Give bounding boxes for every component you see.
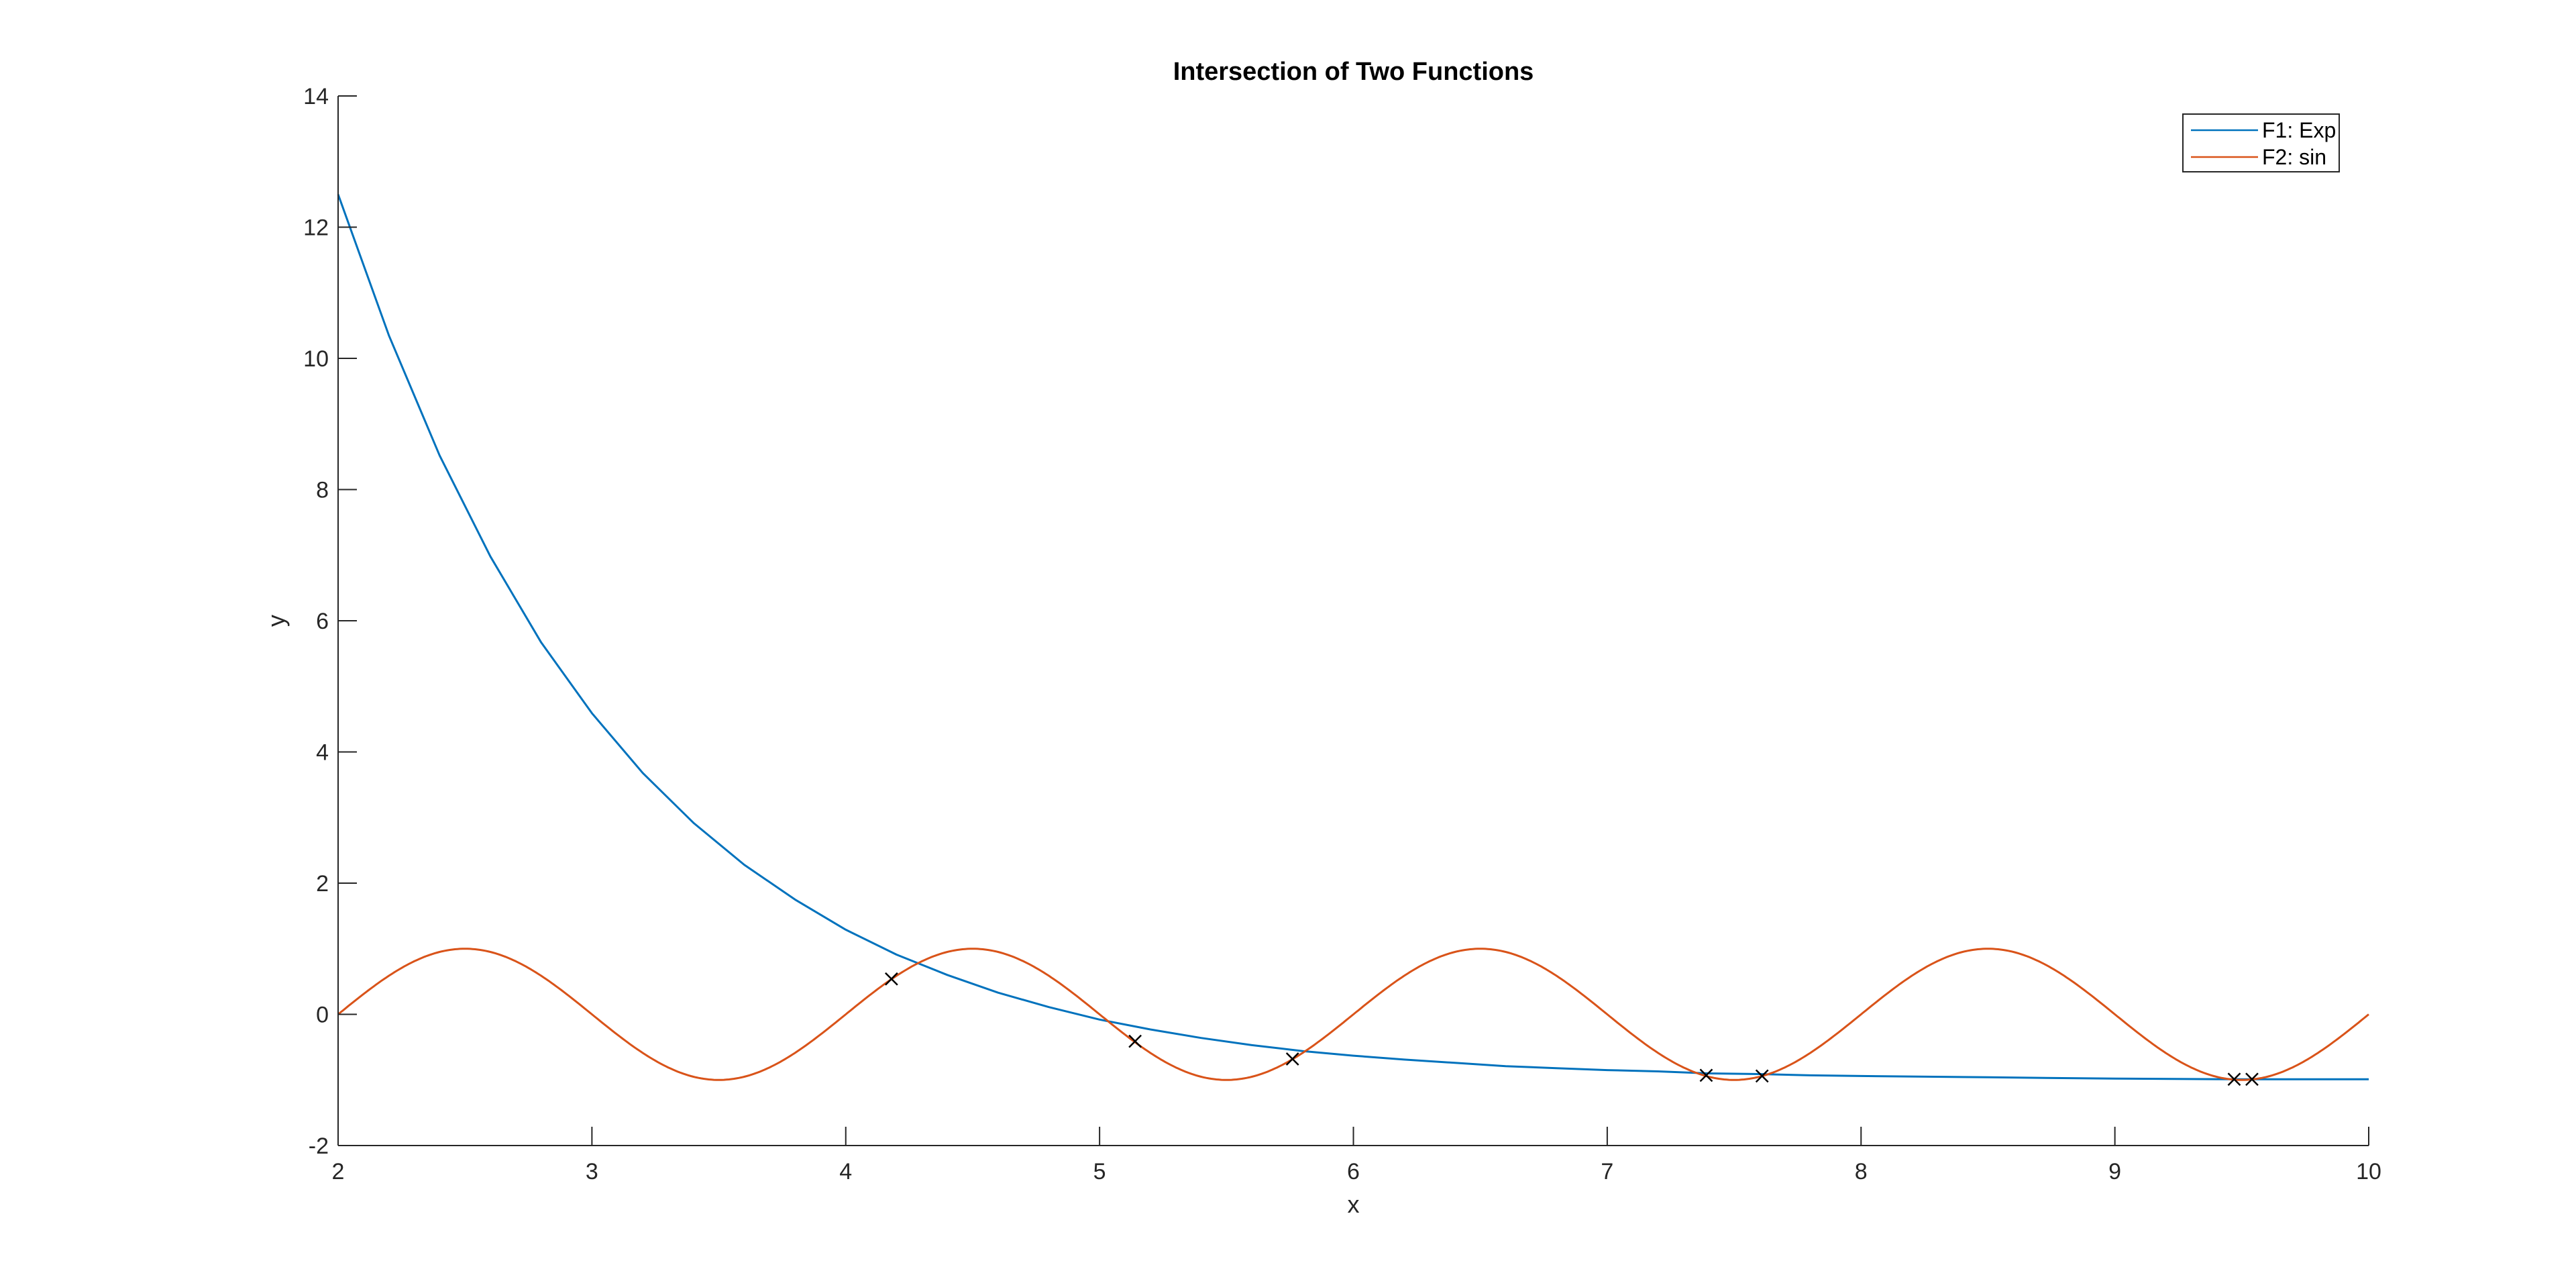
intersection-marker [1755, 1069, 1769, 1083]
series-layer [337, 194, 2369, 1081]
x-tick-label: 8 [1855, 1159, 1868, 1184]
legend: F1: Exp F2: sin [2182, 113, 2340, 172]
x-tick-label: 4 [839, 1159, 852, 1184]
plot-area [337, 194, 2369, 1086]
series-line-sin [337, 948, 2369, 1081]
y-tick-label: -2 [309, 1133, 329, 1159]
axes: 2 3 4 5 6 7 8 9 10 -2 0 2 4 6 8 10 12 14 [303, 84, 2381, 1184]
x-tick-label: 3 [586, 1159, 598, 1184]
x-tick-label: 9 [2108, 1159, 2121, 1184]
chart-title: Intersection of Two Functions [1173, 58, 1534, 86]
x-axis-ticks: 2 3 4 5 6 7 8 9 10 [332, 1127, 2381, 1184]
y-axis-ticks: -2 0 2 4 6 8 10 12 14 [303, 84, 357, 1159]
y-tick-label: 10 [303, 346, 329, 372]
x-tick-label: 6 [1347, 1159, 1360, 1184]
intersection-marker [1699, 1068, 1713, 1082]
legend-label-exp: F1: Exp [2262, 118, 2336, 142]
intersection-marker [1285, 1052, 1299, 1066]
intersection-marker [1128, 1034, 1142, 1048]
y-tick-label: 4 [316, 740, 329, 766]
x-tick-label: 10 [2356, 1159, 2381, 1184]
legend-box [2182, 113, 2340, 172]
intersection-marker [2245, 1072, 2259, 1086]
intersection-marker [2227, 1072, 2241, 1086]
intersection-marker [884, 972, 898, 986]
y-tick-label: 14 [303, 84, 329, 109]
y-tick-label: 12 [303, 215, 329, 241]
series-line-exp [337, 194, 2369, 1080]
x-tick-label: 7 [1601, 1159, 1613, 1184]
x-tick-label: 2 [332, 1159, 345, 1184]
y-tick-label: 0 [316, 1003, 329, 1028]
x-axis-label: x [1348, 1190, 1360, 1218]
y-tick-label: 8 [316, 478, 329, 503]
legend-label-sin: F2: sin [2262, 145, 2326, 169]
x-tick-label: 5 [1093, 1159, 1106, 1184]
y-tick-label: 6 [316, 609, 329, 634]
y-axis-label: y [262, 615, 290, 627]
y-tick-label: 2 [316, 871, 329, 897]
intersection-markers [884, 972, 2259, 1086]
